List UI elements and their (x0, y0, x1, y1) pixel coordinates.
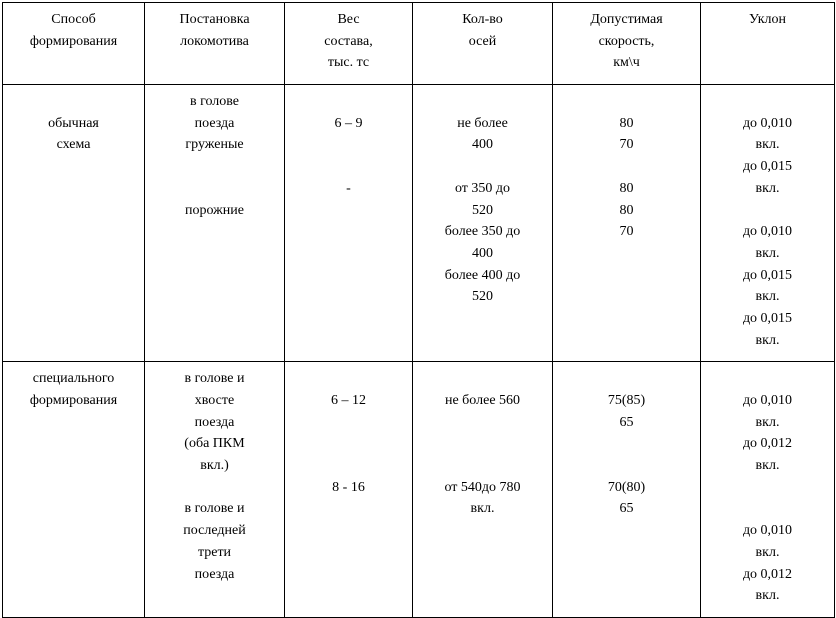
col-header: Способформирования (3, 3, 145, 85)
col-header: Уклон (701, 3, 835, 85)
cell-slope: до 0,010вкл.до 0,012вкл. до 0,010вкл.до … (701, 362, 835, 618)
cell-method: специальногоформирования (3, 362, 145, 618)
cell-speed: 75(85)65 70(80)65 (553, 362, 701, 618)
col-header: Постановкалокомотива (145, 3, 285, 85)
table-header-row: Способформирования Постановкалокомотива … (3, 3, 835, 85)
cell-weight: 6 – 12 8 - 16 (285, 362, 413, 618)
cell-axles: не более400 от 350 до520более 350 до400б… (413, 85, 553, 362)
table-row: специальногоформирования в голове ихвост… (3, 362, 835, 618)
formation-table: Способформирования Постановкалокомотива … (2, 2, 835, 618)
cell-loco: в головепоездагруженые порожние (145, 85, 285, 362)
col-header: Вессостава,тыс. тс (285, 3, 413, 85)
col-header: Допустимаяскорость,км\ч (553, 3, 701, 85)
cell-speed: 8070 808070 (553, 85, 701, 362)
cell-axles: не более 560 от 540до 780вкл. (413, 362, 553, 618)
cell-weight: 6 – 9 - (285, 85, 413, 362)
cell-method: обычнаясхема (3, 85, 145, 362)
col-header: Кол-воосей (413, 3, 553, 85)
table-row: обычнаясхема в головепоездагруженые поро… (3, 85, 835, 362)
cell-loco: в голове ихвостепоезда(оба ПКМвкл.) в го… (145, 362, 285, 618)
cell-slope: до 0,010вкл.до 0,015вкл. до 0,010вкл.до … (701, 85, 835, 362)
